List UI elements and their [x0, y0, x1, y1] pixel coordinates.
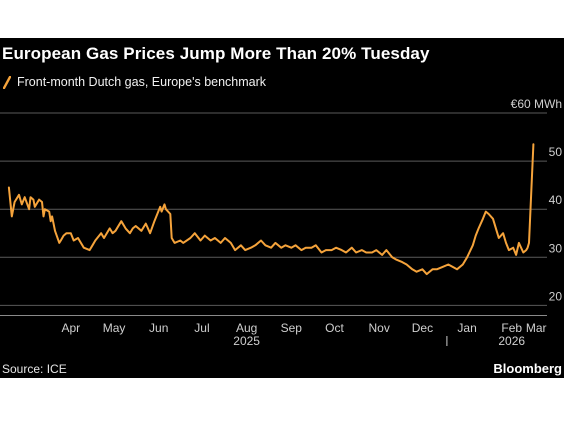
- y-tick-label: 30: [549, 241, 563, 255]
- y-tick-label: 50: [549, 145, 563, 159]
- x-tick-label: Dec: [412, 321, 433, 335]
- x-tick-label: Jun: [149, 321, 168, 335]
- y-tick-label: 40: [549, 193, 563, 207]
- y-tick-label: €60 MWh: [511, 97, 562, 111]
- x-tick-label: Apr: [61, 321, 80, 335]
- y-axis-labels: €60 MWh 50 40 30 20: [511, 97, 563, 303]
- x-tick-label: Sep: [281, 321, 303, 335]
- chart-card: €60 MWh 50 40 30 20 Apr May Jun Jul Aug Sep Oct Nov…: [0, 38, 564, 378]
- legend-label: Front-month Dutch gas, Europe's benchmar…: [17, 75, 267, 89]
- x-tick-label: Jan: [457, 321, 476, 335]
- x-tick-label: May: [103, 321, 126, 335]
- line-chart: €60 MWh 50 40 30 20 Apr May Jun Jul Aug Sep Oct Nov…: [0, 97, 563, 348]
- x-tick-label: Feb: [501, 321, 522, 335]
- x-tick-label: Nov: [369, 321, 390, 335]
- gridlines: [0, 112, 547, 316]
- x-tick-label: Aug: [236, 321, 257, 335]
- legend-swatch-icon: [3, 75, 11, 89]
- source-note: Source: ICE: [2, 362, 67, 376]
- series-layer: [7, 143, 535, 276]
- x-tick-label: Mar: [526, 321, 547, 335]
- x-year-label: 2026: [498, 334, 525, 348]
- x-year-label: 2025: [233, 334, 260, 348]
- y-tick-label: 20: [549, 289, 563, 303]
- x-tick-label: Oct: [325, 321, 344, 335]
- legend: Front-month Dutch gas, Europe's benchmar…: [3, 75, 266, 89]
- x-tick-label: Jul: [194, 321, 209, 335]
- brand-logo: Bloomberg: [493, 361, 562, 376]
- x-axis-labels: Apr May Jun Jul Aug Sep Oct Nov Dec Jan Feb Mar 2025…: [61, 321, 546, 348]
- series-line: [7, 143, 535, 276]
- chart-title: European Gas Prices Jump More Than 20% T…: [2, 44, 430, 63]
